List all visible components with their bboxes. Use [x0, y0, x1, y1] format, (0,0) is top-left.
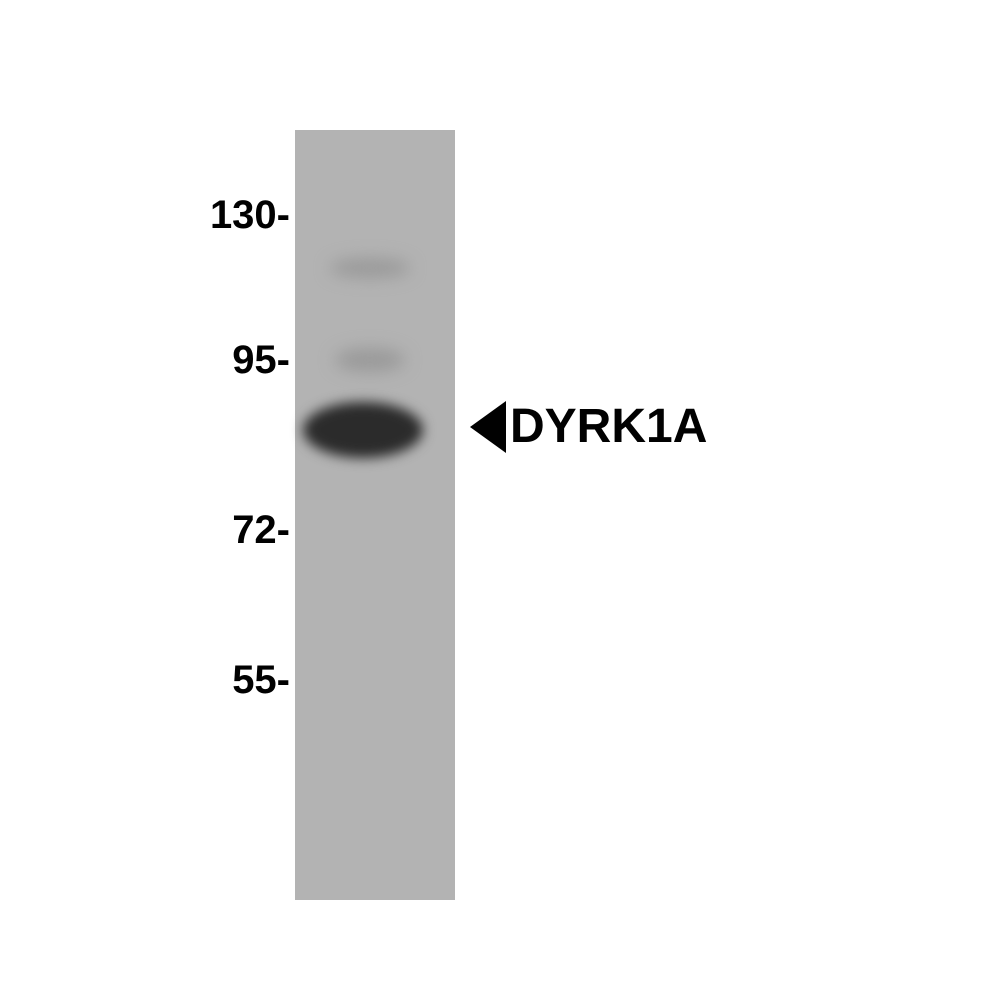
protein-band: [303, 402, 423, 458]
faint-band: [330, 258, 410, 278]
blot-lane: [295, 130, 455, 900]
mw-marker-label: 130-: [210, 193, 290, 238]
faint-band: [335, 348, 405, 372]
mw-marker-label: 95-: [232, 338, 290, 383]
blot-figure: 130- 95- 72- 55- DYRK1A: [0, 0, 1000, 1000]
protein-label-text: DYRK1A: [510, 399, 707, 454]
arrow-left-icon: [470, 401, 506, 453]
mw-marker-label: 55-: [232, 658, 290, 703]
protein-label: DYRK1A: [470, 399, 707, 454]
mw-marker-label: 72-: [232, 508, 290, 553]
